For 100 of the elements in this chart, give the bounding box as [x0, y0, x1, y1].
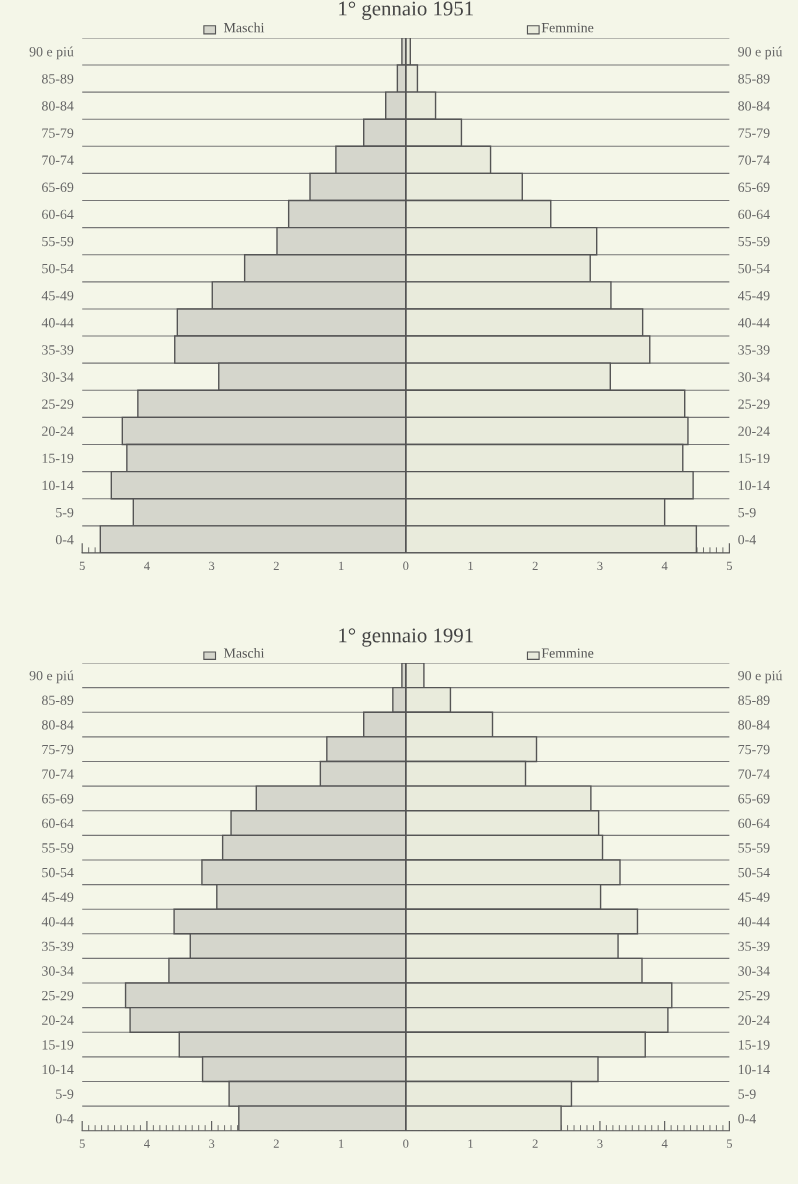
y-tick-label: 0-4 — [55, 534, 74, 545]
y-tick-label: 60-64 — [42, 209, 74, 220]
category-label: 15-19 — [738, 1040, 770, 1050]
y-tick-label: 10-14 — [42, 480, 74, 491]
category-label: 70-74 — [738, 769, 770, 779]
x-tick-label: 1 — [339, 561, 344, 570]
y-tick-label: 5-9 — [56, 1089, 74, 1099]
y-tick-label: 40-44 — [41, 917, 74, 927]
category-label: 0-4 — [738, 534, 756, 545]
x-tick-label: 0 — [403, 1139, 409, 1148]
category-label: 55-59 — [738, 843, 770, 853]
y-tick-label: 70-74 — [42, 155, 74, 165]
x-tick-label: 0 — [403, 561, 409, 571]
category-label: 90 e piú — [738, 46, 783, 60]
x-tick-label: 2 — [273, 561, 279, 570]
y-tick-label: 15-19 — [42, 453, 74, 464]
x-tick-label: 1 — [339, 1139, 344, 1148]
category-label: 30-34 — [738, 372, 770, 382]
category-label: 10-14 — [738, 1064, 770, 1075]
y-tick-label: 35-39 — [42, 345, 74, 355]
category-label: 55-59 — [738, 236, 770, 247]
x-tick-label: 4 — [144, 561, 150, 570]
category-label: 65-69 — [738, 794, 770, 804]
category-label: 5-9 — [738, 507, 756, 518]
category-label: 40-44 — [737, 917, 770, 927]
y-tick-label: 25-29 — [42, 990, 74, 1001]
category-label: 50-54 — [738, 263, 770, 274]
legend-label: Maschi — [223, 647, 265, 658]
x-tick-label: 5 — [726, 1139, 733, 1148]
category-label: 80-84 — [738, 101, 770, 111]
x-tick-label: 4 — [144, 1139, 150, 1148]
y-tick-label: 90 e piú — [29, 670, 74, 684]
y-tick-label: 10-14 — [42, 1064, 74, 1075]
y-tick-label: 0-4 — [55, 1114, 74, 1124]
category-label: 45-49 — [737, 892, 770, 902]
category-label: 35-39 — [738, 345, 770, 355]
x-tick-label: 3 — [597, 1139, 603, 1148]
category-label: 60-64 — [738, 818, 770, 828]
x-tick-label: 4 — [661, 1139, 668, 1148]
legend-label: Maschi — [223, 22, 265, 33]
y-tick-label: 20-24 — [42, 426, 74, 436]
category-label: 65-69 — [738, 182, 770, 192]
y-tick-label: 75-79 — [42, 744, 74, 755]
x-tick-label: 5 — [726, 561, 733, 571]
category-label: 10-14 — [738, 480, 770, 491]
y-tick-label: 30-34 — [42, 372, 74, 382]
y-tick-label: 60-64 — [42, 818, 74, 828]
y-tick-label: 90 e piú — [29, 46, 74, 60]
y-tick-label: 85-89 — [41, 74, 74, 84]
chart-title: 1° gennaio 1951 — [339, 1, 473, 20]
y-tick-label: 65-69 — [42, 794, 74, 804]
y-tick-label: 65-69 — [42, 182, 74, 192]
category-label: 85-89 — [738, 695, 770, 705]
chart-title: 1° gennaio 1991 — [339, 628, 473, 647]
category-label: 80-84 — [738, 720, 770, 730]
x-tick-label: 1 — [468, 1139, 473, 1148]
y-tick-label: 40-44 — [41, 318, 74, 328]
category-label: 20-24 — [738, 426, 770, 436]
category-label: 60-64 — [738, 209, 770, 220]
y-tick-label: 85-89 — [41, 695, 74, 705]
y-tick-label: 5-9 — [56, 507, 74, 518]
x-tick-label: 3 — [209, 561, 215, 571]
x-tick-label: 5 — [79, 1139, 85, 1148]
category-label: 40-44 — [737, 318, 770, 328]
category-label: 75-79 — [738, 128, 770, 138]
category-label: 75-79 — [738, 744, 770, 755]
y-tick-label: 45-49 — [41, 892, 74, 902]
y-tick-label: 75-79 — [42, 128, 74, 138]
y-tick-label: 55-59 — [42, 236, 74, 247]
x-tick-label: 3 — [597, 561, 603, 571]
x-tick-label: 2 — [532, 1139, 538, 1148]
legend-label: Femmine — [541, 648, 594, 658]
x-tick-label: 5 — [79, 561, 85, 571]
x-tick-label: 2 — [532, 561, 538, 570]
y-tick-label: 50-54 — [42, 867, 74, 878]
category-label: 35-39 — [738, 941, 770, 952]
category-label: 70-74 — [738, 155, 770, 165]
category-label: 90 e piú — [738, 670, 783, 684]
y-tick-label: 20-24 — [42, 1015, 74, 1025]
category-label: 50-54 — [738, 867, 770, 878]
x-tick-label: 1 — [468, 561, 473, 570]
y-tick-label: 70-74 — [42, 769, 74, 779]
category-label: 30-34 — [738, 966, 770, 976]
x-tick-label: 3 — [209, 1139, 215, 1148]
category-label: 85-89 — [738, 74, 770, 84]
y-tick-label: 80-84 — [41, 720, 74, 730]
category-label: 25-29 — [738, 990, 770, 1001]
x-tick-label: 4 — [661, 561, 668, 570]
category-label: 5-9 — [738, 1089, 756, 1099]
y-tick-label: 80-84 — [41, 101, 74, 111]
x-tick-label: 2 — [273, 1139, 279, 1148]
category-label: 0-4 — [738, 1114, 756, 1124]
category-label: 45-49 — [737, 291, 770, 301]
category-label: 25-29 — [738, 399, 770, 409]
y-tick-label: 45-49 — [41, 291, 74, 301]
category-label: 15-19 — [738, 453, 770, 464]
y-tick-label: 35-39 — [42, 941, 74, 952]
y-tick-label: 30-34 — [42, 966, 74, 976]
legend-label: Femmine — [541, 23, 594, 33]
y-tick-label: 50-54 — [42, 263, 74, 274]
